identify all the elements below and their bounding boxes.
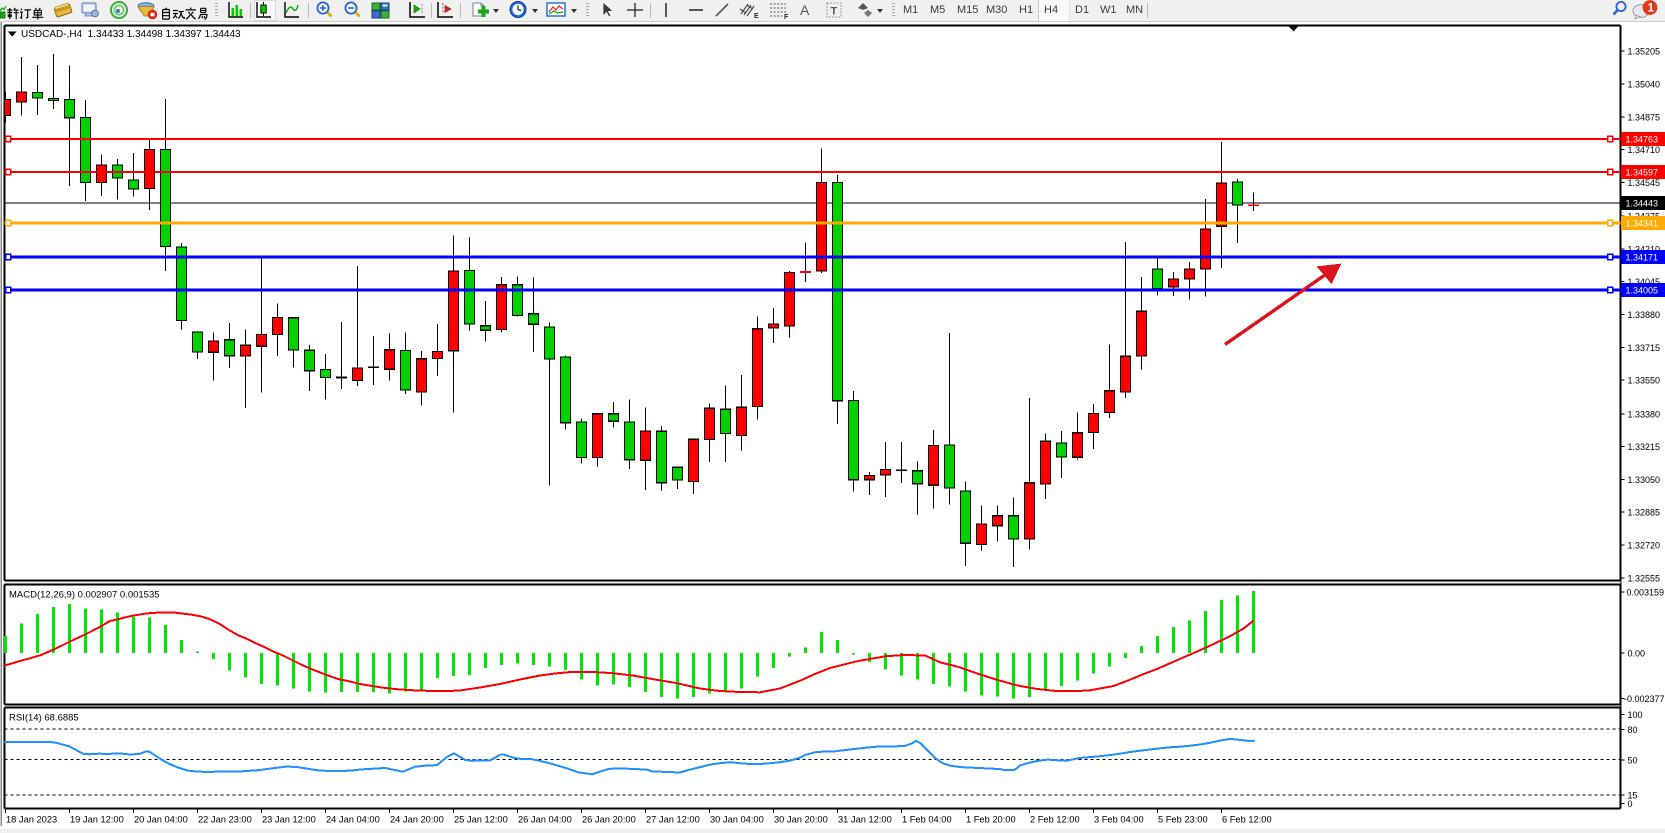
svg-text:USDCAD-,H4 1.34433 1.34498 1.: USDCAD-,H4 1.34433 1.34498 1.34397 1.344… <box>21 29 241 40</box>
svg-text:5 Feb 23:00: 5 Feb 23:00 <box>1158 815 1208 825</box>
svg-text:1.33715: 1.33715 <box>1628 343 1661 353</box>
svg-text:F: F <box>784 14 789 21</box>
svg-text:1.32555: 1.32555 <box>1628 573 1661 583</box>
svg-text:24 Jan 04:00: 24 Jan 04:00 <box>326 815 380 825</box>
svg-text:RSI(14) 68.6885: RSI(14) 68.6885 <box>9 713 79 724</box>
svg-text:15: 15 <box>1628 791 1638 801</box>
svg-text:30 Jan 04:00: 30 Jan 04:00 <box>710 815 764 825</box>
svg-text:1.34171: 1.34171 <box>1626 253 1659 263</box>
svg-text:26 Jan 04:00: 26 Jan 04:00 <box>518 815 572 825</box>
svg-text:30 Jan 20:00: 30 Jan 20:00 <box>774 815 828 825</box>
svg-text:E: E <box>754 13 759 20</box>
svg-text:100: 100 <box>1628 710 1643 720</box>
svg-text:0: 0 <box>1628 799 1633 809</box>
svg-text:1.34763: 1.34763 <box>1626 135 1659 145</box>
svg-text:25 Jan 12:00: 25 Jan 12:00 <box>454 815 508 825</box>
svg-text:1.34341: 1.34341 <box>1626 219 1659 229</box>
svg-text:6 Feb 12:00: 6 Feb 12:00 <box>1222 815 1272 825</box>
svg-text:24 Jan 20:00: 24 Jan 20:00 <box>390 815 444 825</box>
svg-text:1.34597: 1.34597 <box>1626 168 1659 178</box>
svg-text:1.32885: 1.32885 <box>1628 508 1661 518</box>
svg-text:1.33880: 1.33880 <box>1628 310 1661 320</box>
svg-text:27 Jan 12:00: 27 Jan 12:00 <box>646 815 700 825</box>
svg-text:1.34045: 1.34045 <box>1628 277 1661 287</box>
svg-text:1.33215: 1.33215 <box>1628 442 1661 452</box>
svg-text:1 Feb 20:00: 1 Feb 20:00 <box>966 815 1016 825</box>
svg-text:1.33050: 1.33050 <box>1628 475 1661 485</box>
svg-text:1.33550: 1.33550 <box>1628 376 1661 386</box>
svg-text:1.33380: 1.33380 <box>1628 409 1661 419</box>
svg-text:20 Jan 04:00: 20 Jan 04:00 <box>134 815 188 825</box>
svg-text:18 Jan 2023: 18 Jan 2023 <box>6 815 57 825</box>
svg-text:T: T <box>831 6 838 18</box>
svg-text:1 Feb 04:00: 1 Feb 04:00 <box>902 815 952 825</box>
svg-text:MACD(12,26,9) 0.002907 0.00153: MACD(12,26,9) 0.002907 0.001535 <box>9 590 160 601</box>
svg-text:19 Jan 12:00: 19 Jan 12:00 <box>70 815 124 825</box>
svg-text:2 Feb 12:00: 2 Feb 12:00 <box>1030 815 1080 825</box>
svg-text:50: 50 <box>1628 755 1638 765</box>
svg-text:1: 1 <box>1648 3 1655 15</box>
svg-text:22 Jan 23:00: 22 Jan 23:00 <box>198 815 252 825</box>
svg-text:1.34210: 1.34210 <box>1628 245 1661 255</box>
svg-text:1.34005: 1.34005 <box>1626 286 1659 296</box>
svg-text:3 Feb 04:00: 3 Feb 04:00 <box>1094 815 1144 825</box>
svg-text:31 Jan 12:00: 31 Jan 12:00 <box>838 815 892 825</box>
svg-text:0.003159: 0.003159 <box>1627 588 1665 598</box>
svg-text:1.34710: 1.34710 <box>1628 145 1661 155</box>
svg-text:1.32720: 1.32720 <box>1628 541 1661 551</box>
svg-text:-0.002377: -0.002377 <box>1624 694 1665 704</box>
svg-text:23 Jan 12:00: 23 Jan 12:00 <box>262 815 316 825</box>
svg-text:0.00: 0.00 <box>1628 649 1646 659</box>
svg-text:26 Jan 20:00: 26 Jan 20:00 <box>582 815 636 825</box>
svg-text:80: 80 <box>1628 725 1638 735</box>
svg-text:1.35205: 1.35205 <box>1628 47 1661 57</box>
svg-text:1.34875: 1.34875 <box>1628 112 1661 122</box>
svg-text:1.35040: 1.35040 <box>1628 80 1661 90</box>
svg-text:1.34545: 1.34545 <box>1628 178 1661 188</box>
svg-text:1.34443: 1.34443 <box>1626 199 1659 209</box>
